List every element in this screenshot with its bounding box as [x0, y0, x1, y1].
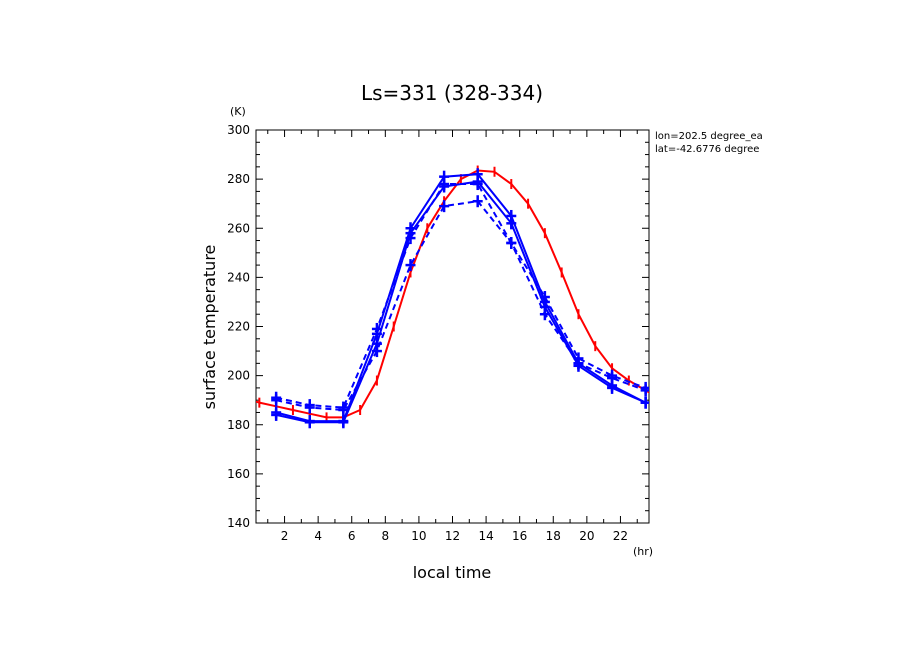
- series-line: [275, 180, 647, 424]
- series-5: [271, 195, 649, 417]
- annotation-lat: lat=-42.6776 degree: [655, 144, 759, 155]
- data-point: [371, 322, 382, 335]
- x-tick-label: 18: [546, 529, 561, 543]
- y-tick-label: 240: [227, 270, 250, 284]
- x-unit-label: (hr): [633, 545, 653, 558]
- y-tick-label: 280: [227, 172, 250, 186]
- x-tick-label: 20: [579, 529, 594, 543]
- data-point: [405, 232, 416, 245]
- data-point: [371, 345, 382, 358]
- data-point: [472, 195, 483, 208]
- data-point: [304, 401, 315, 414]
- data-point: [607, 372, 618, 385]
- series-4: [271, 178, 649, 414]
- x-tick-label: 8: [382, 529, 390, 543]
- x-tick-label: 2: [281, 529, 289, 543]
- series-line: [275, 183, 646, 409]
- y-tick-label: 300: [227, 123, 250, 137]
- data-point: [640, 396, 649, 409]
- data-point: [539, 308, 550, 321]
- plot-area: 140 160 180 200 220 240 260 280 300 2 4 6 8 10 12 14 16 1…: [227, 123, 650, 543]
- data-point: [506, 217, 517, 230]
- x-tick-label: 4: [314, 529, 322, 543]
- x-tick-label: 6: [348, 529, 356, 543]
- x-tick-label: 14: [478, 529, 493, 543]
- data-point: [573, 357, 584, 370]
- x-tick-label: 16: [512, 529, 527, 543]
- y-tick-label: 200: [227, 369, 250, 383]
- y-tick-label: 180: [227, 418, 250, 432]
- chart-title: Ls=331 (328-334): [361, 81, 543, 105]
- data-point: [640, 384, 649, 397]
- series-line: [275, 173, 647, 423]
- y-tick-label: 160: [227, 467, 250, 481]
- data-point: [472, 178, 483, 191]
- data-point: [439, 200, 450, 213]
- series-line: [275, 200, 646, 412]
- y-tick-label: 220: [227, 320, 250, 334]
- data-point: [338, 404, 349, 417]
- y-tick-label: 140: [227, 516, 250, 530]
- y-tick-label: 260: [227, 221, 250, 235]
- y-axis-label: surface temperature: [200, 245, 219, 410]
- x-axis-label: local time: [413, 563, 492, 582]
- series-line: [256, 169, 649, 419]
- x-tick-label: 12: [445, 529, 460, 543]
- x-tick-label: 22: [613, 529, 628, 543]
- data-point: [271, 394, 282, 407]
- data-point: [506, 236, 517, 249]
- annotation-lon: lon=202.5 degree_ea: [655, 131, 763, 142]
- x-tick-label: 10: [411, 529, 426, 543]
- data-point: [439, 178, 450, 191]
- data-point: [539, 291, 550, 304]
- data-point: [405, 259, 416, 272]
- data-point: [271, 408, 282, 421]
- data-point: [338, 416, 349, 429]
- data-point: [304, 416, 315, 429]
- series-2: [271, 168, 649, 428]
- series-3: [271, 175, 649, 429]
- y-unit-label: (K): [230, 105, 246, 118]
